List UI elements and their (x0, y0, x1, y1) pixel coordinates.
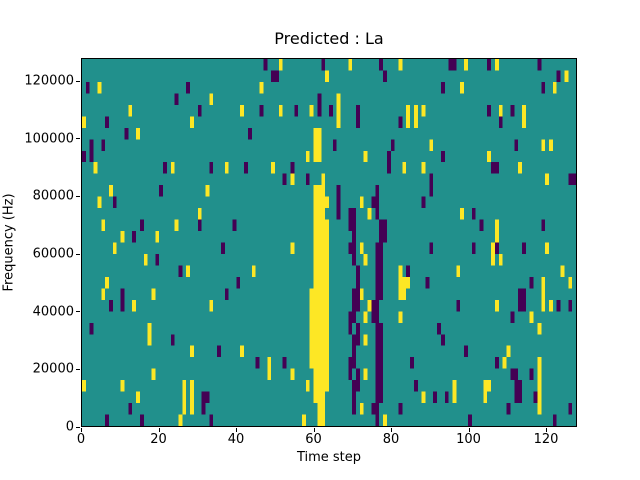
y-tick-label: 40000 (32, 304, 74, 320)
y-tick-label: 60000 (32, 246, 74, 262)
y-tick-mark (76, 80, 80, 82)
y-tick-mark (76, 138, 80, 140)
y-tick-label: 120000 (24, 73, 74, 89)
x-tick-mark (158, 428, 160, 432)
x-tick-label: 120 (533, 432, 559, 447)
plot-area (81, 58, 577, 427)
y-tick-label: 0 (65, 419, 74, 435)
x-tick-label: 100 (456, 432, 481, 447)
x-tick-label: 0 (76, 432, 86, 447)
heatmap-image (82, 59, 576, 426)
y-tick-label: 100000 (24, 131, 74, 147)
y-tick-label: 80000 (32, 188, 74, 204)
y-tick-label: 20000 (32, 361, 74, 377)
x-tick-mark (81, 428, 82, 432)
x-tick-label: 60 (305, 432, 322, 447)
x-tick-label: 40 (227, 432, 245, 447)
y-tick-mark (76, 368, 80, 370)
y-tick-mark (76, 253, 80, 255)
x-tick-mark (313, 428, 315, 432)
x-tick-label: 20 (150, 432, 167, 447)
x-axis-label: Time step (296, 450, 362, 465)
x-tick-mark (236, 428, 237, 432)
x-tick-label: 80 (382, 432, 400, 447)
x-tick-mark (391, 428, 392, 432)
y-tick-mark (76, 195, 80, 197)
y-tick-mark (76, 426, 80, 428)
x-tick-mark (546, 428, 547, 432)
chart-title: Predicted : La (274, 29, 384, 48)
x-tick-mark (468, 428, 470, 432)
y-tick-mark (76, 311, 80, 313)
y-axis-label: Frequency (Hz) (1, 193, 17, 292)
